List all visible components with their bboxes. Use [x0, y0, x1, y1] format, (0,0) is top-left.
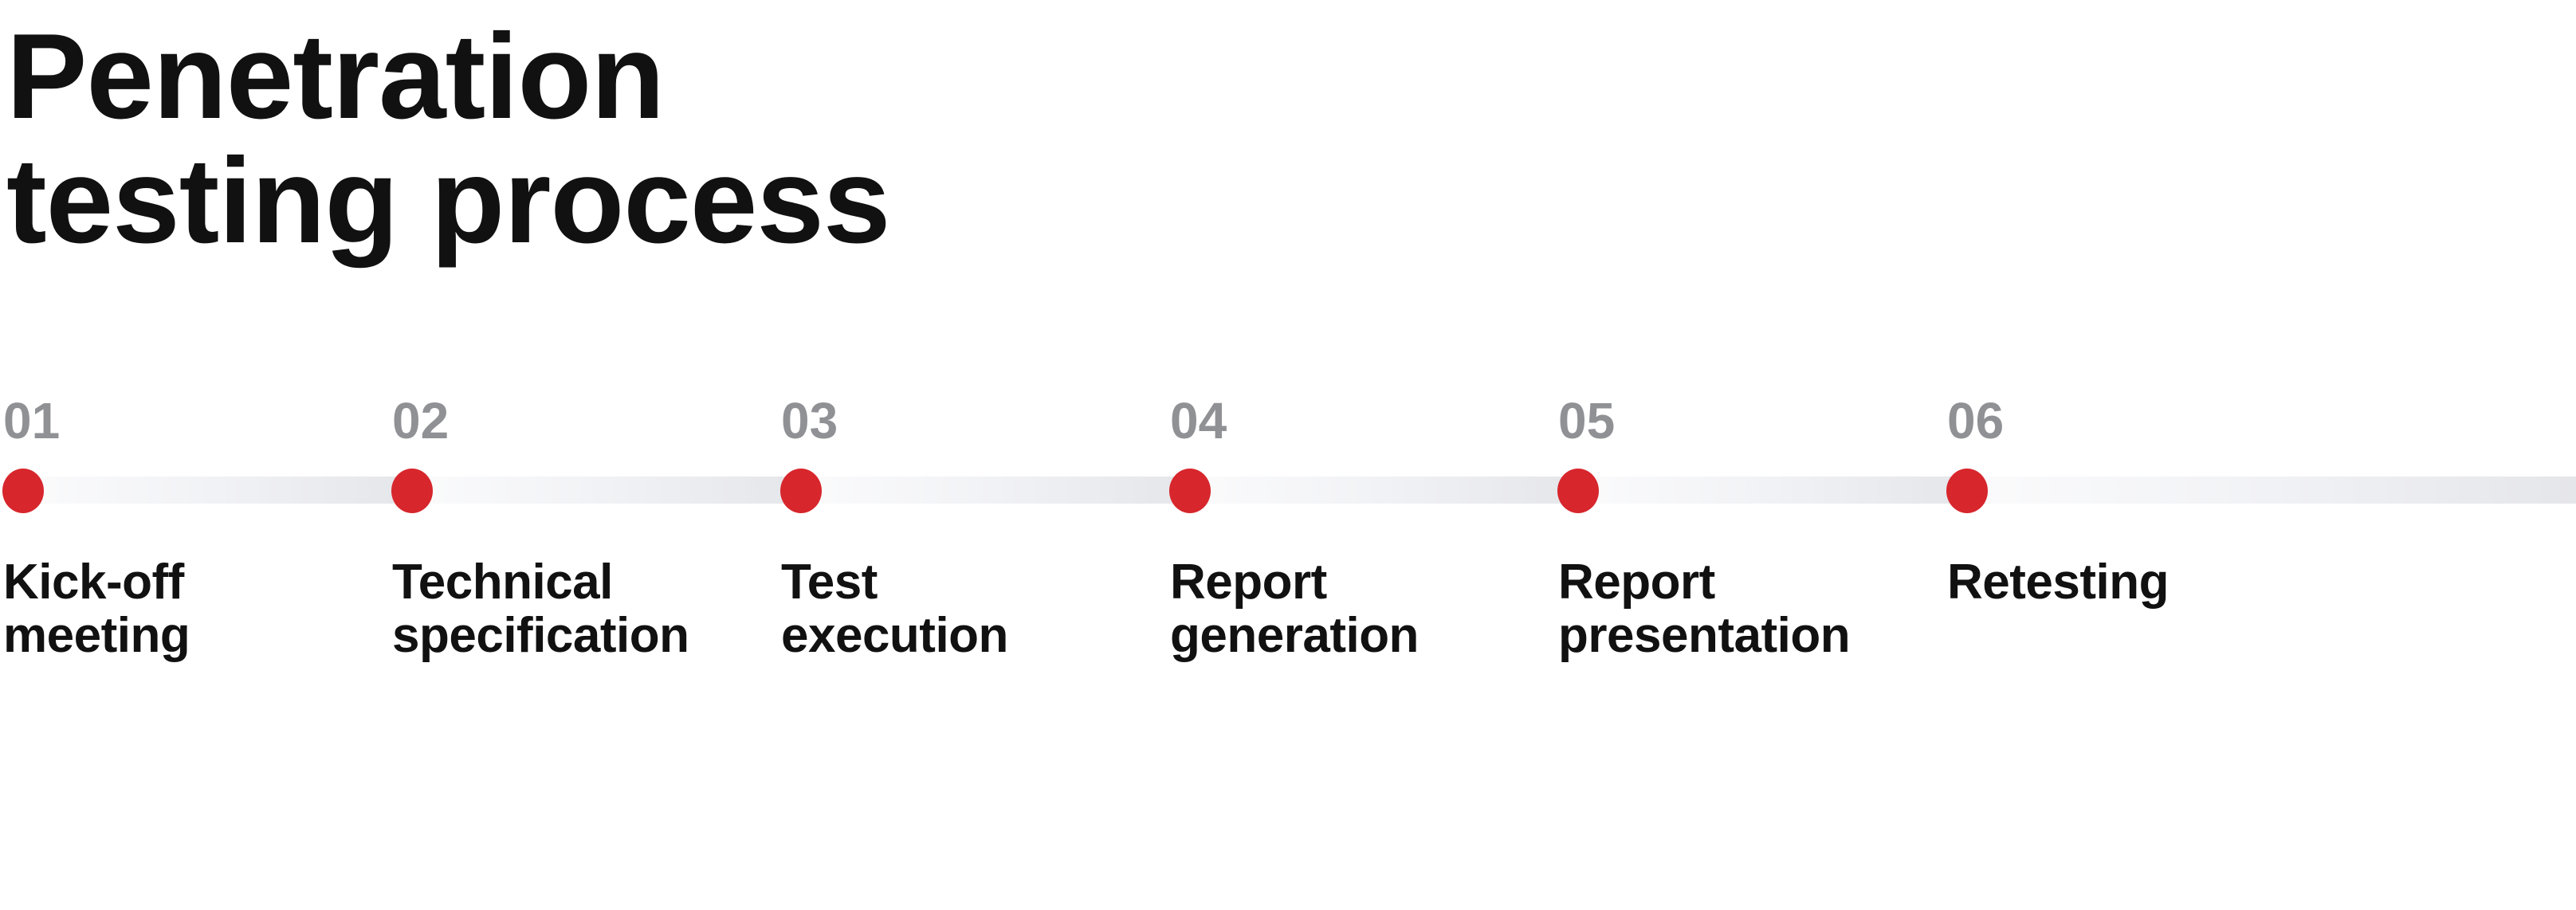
process-step-5: 05 Report presentation — [1557, 0, 1947, 717]
timeline-track-segment — [1578, 477, 1967, 504]
step-number: 04 — [1170, 392, 1227, 449]
step-number: 02 — [392, 392, 450, 449]
step-dot-icon — [1557, 469, 1599, 513]
process-step-4: 04 Report generation — [1169, 0, 1559, 717]
process-step-2: 02 Technical specification — [391, 0, 781, 717]
step-number: 03 — [781, 392, 838, 449]
process-step-1: 01 Kick-off meeting — [2, 0, 392, 717]
step-label: Retesting — [1947, 555, 2169, 610]
page-title-line-2: testing process — [6, 133, 890, 269]
step-label: Report presentation — [1558, 555, 1851, 663]
step-number: 05 — [1558, 392, 1616, 449]
process-step-6: 06 Retesting — [1946, 0, 2336, 717]
step-label: Kick-off meeting — [3, 555, 190, 663]
timeline-track-segment — [412, 477, 801, 504]
page-title-line-1: Penetration — [6, 9, 665, 144]
step-dot-icon — [1169, 469, 1211, 513]
timeline-track-segment — [801, 477, 1190, 504]
timeline-track-segment — [23, 477, 412, 504]
step-dot-icon — [780, 469, 822, 513]
page-title: Penetration testing process — [6, 9, 890, 269]
step-dot-icon — [2, 469, 44, 513]
step-label: Report generation — [1170, 555, 1419, 663]
step-number: 01 — [3, 392, 61, 449]
step-label: Technical specification — [392, 555, 689, 663]
timeline-track-segment — [1967, 477, 2576, 504]
step-dot-icon — [1946, 469, 1988, 513]
timeline-track-segment — [1190, 477, 1578, 504]
step-label: Test execution — [781, 555, 1008, 663]
step-dot-icon — [391, 469, 433, 513]
process-step-3: 03 Test execution — [780, 0, 1170, 717]
step-number: 06 — [1947, 392, 2005, 449]
